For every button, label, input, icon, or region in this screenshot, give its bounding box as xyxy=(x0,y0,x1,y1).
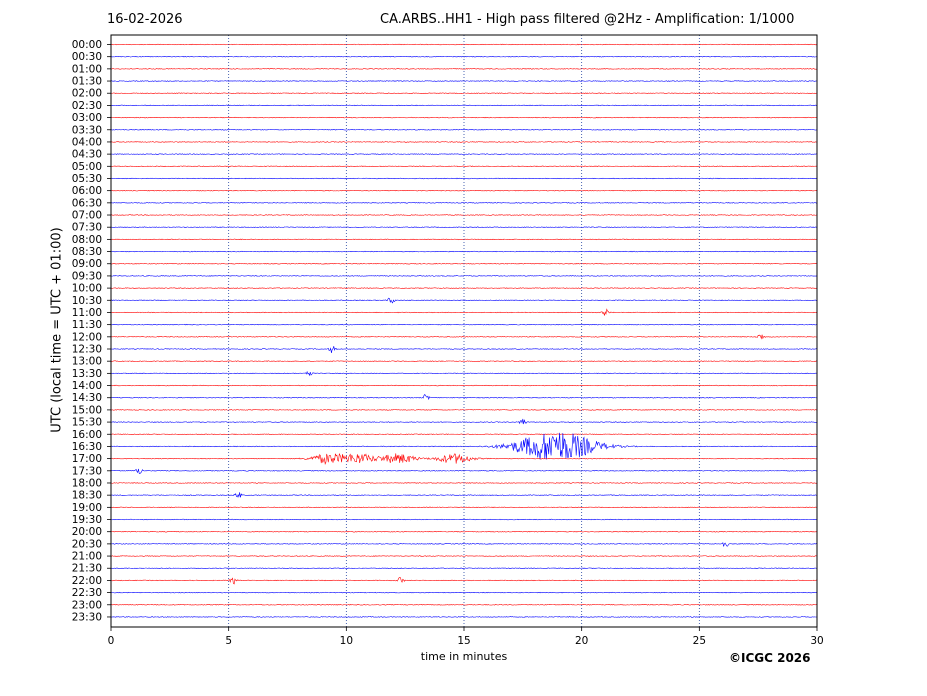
y-tick-label: 17:30 xyxy=(72,465,102,477)
y-tick-label: 05:30 xyxy=(72,173,102,185)
trace-0530 xyxy=(110,177,818,180)
y-tick-label: 12:00 xyxy=(72,331,102,343)
y-tick-label: 14:00 xyxy=(72,380,102,392)
y-tick-label: 23:30 xyxy=(72,611,102,623)
y-tick-label: 03:00 xyxy=(72,112,102,124)
y-tick-label: 01:30 xyxy=(72,76,102,88)
y-tick-label: 10:00 xyxy=(72,283,102,295)
y-tick-label: 04:30 xyxy=(72,149,102,161)
trace-1030 xyxy=(110,297,818,304)
date-label: 16-02-2026 xyxy=(107,12,183,27)
trace-2030 xyxy=(110,542,818,547)
y-tick-label: 03:30 xyxy=(72,124,102,136)
x-tick-label: 30 xyxy=(810,635,823,647)
chart-title: CA.ARBS..HH1 - High pass filtered @2Hz -… xyxy=(380,12,795,27)
y-tick-label: 01:00 xyxy=(72,63,102,75)
y-tick-label: 05:00 xyxy=(72,161,102,173)
y-tick-label: 21:30 xyxy=(72,563,102,575)
trace-2000 xyxy=(110,530,818,533)
trace-0330 xyxy=(110,129,818,131)
y-tick-label: 15:30 xyxy=(72,417,102,429)
trace-1200 xyxy=(110,334,818,340)
y-tick-label: 11:30 xyxy=(72,319,102,331)
y-tick-label: 06:30 xyxy=(72,197,102,209)
trace-0400 xyxy=(110,141,818,143)
trace-1330 xyxy=(110,370,818,377)
y-tick-label: 15:00 xyxy=(72,404,102,416)
y-tick-label: 13:00 xyxy=(72,356,102,368)
trace-1230 xyxy=(110,346,818,354)
trace-1430 xyxy=(110,394,818,401)
trace-1100 xyxy=(110,308,818,316)
trace-0230 xyxy=(110,104,818,107)
trace-1130 xyxy=(110,323,818,326)
trace-1830 xyxy=(110,492,818,498)
y-tick-label: 02:00 xyxy=(72,88,102,100)
y-tick-label: 18:00 xyxy=(72,477,102,489)
x-tick-label: 15 xyxy=(457,635,470,647)
trace-1730 xyxy=(110,468,818,474)
trace-0130 xyxy=(110,80,818,82)
y-tick-label: 21:00 xyxy=(72,551,102,563)
x-tick-label: 0 xyxy=(108,635,115,647)
y-tick-label: 23:00 xyxy=(72,599,102,611)
trace-2200 xyxy=(110,577,818,585)
y-tick-label: 08:00 xyxy=(72,234,102,246)
y-tick-label: 08:30 xyxy=(72,246,102,258)
y-tick-label: 00:30 xyxy=(72,51,102,63)
x-tick-label: 25 xyxy=(693,635,706,647)
y-tick-label: 14:30 xyxy=(72,392,102,404)
y-tick-label: 19:30 xyxy=(72,514,102,526)
y-tick-label: 09:00 xyxy=(72,258,102,270)
y-tick-label: 16:30 xyxy=(72,441,102,453)
trace-0430 xyxy=(110,153,818,155)
x-axis-label: time in minutes xyxy=(420,650,508,663)
plot-frame xyxy=(110,34,818,628)
x-tick-label: 20 xyxy=(575,635,588,647)
y-tick-label: 17:00 xyxy=(72,453,102,465)
x-tick-label: 10 xyxy=(340,635,353,647)
y-tick-label: 07:30 xyxy=(72,222,102,234)
y-tick-label: 20:30 xyxy=(72,538,102,550)
trace-1400 xyxy=(110,384,818,387)
trace-1300 xyxy=(110,360,818,362)
y-tick-label: 20:00 xyxy=(72,526,102,538)
copyright-label: ©ICGC 2026 xyxy=(729,651,811,665)
trace-2130 xyxy=(110,567,818,569)
y-tick-label: 22:00 xyxy=(72,575,102,587)
trace-0630 xyxy=(110,202,818,204)
trace-2230 xyxy=(110,591,818,594)
y-tick-label: 18:30 xyxy=(72,490,102,502)
trace-2100 xyxy=(110,555,818,557)
y-tick-label: 11:00 xyxy=(72,307,102,319)
trace-1930 xyxy=(110,518,818,521)
x-tick-label: 5 xyxy=(225,635,232,647)
trace-1900 xyxy=(110,506,818,509)
y-tick-label: 10:30 xyxy=(72,295,102,307)
trace-0300 xyxy=(110,116,818,119)
y-tick-label: 16:00 xyxy=(72,429,102,441)
y-tick-label: 06:00 xyxy=(72,185,102,197)
y-tick-label: 13:30 xyxy=(72,368,102,380)
y-tick-label: 19:00 xyxy=(72,502,102,514)
y-tick-label: 04:00 xyxy=(72,136,102,148)
y-tick-label: 22:30 xyxy=(72,587,102,599)
y-tick-label: 02:30 xyxy=(72,100,102,112)
y-tick-label: 12:30 xyxy=(72,344,102,356)
y-tick-label: 09:30 xyxy=(72,270,102,282)
y-tick-label: 00:00 xyxy=(72,39,102,51)
trace-0600 xyxy=(110,189,818,192)
y-tick-label: 07:00 xyxy=(72,210,102,222)
trace-0500 xyxy=(110,165,818,168)
